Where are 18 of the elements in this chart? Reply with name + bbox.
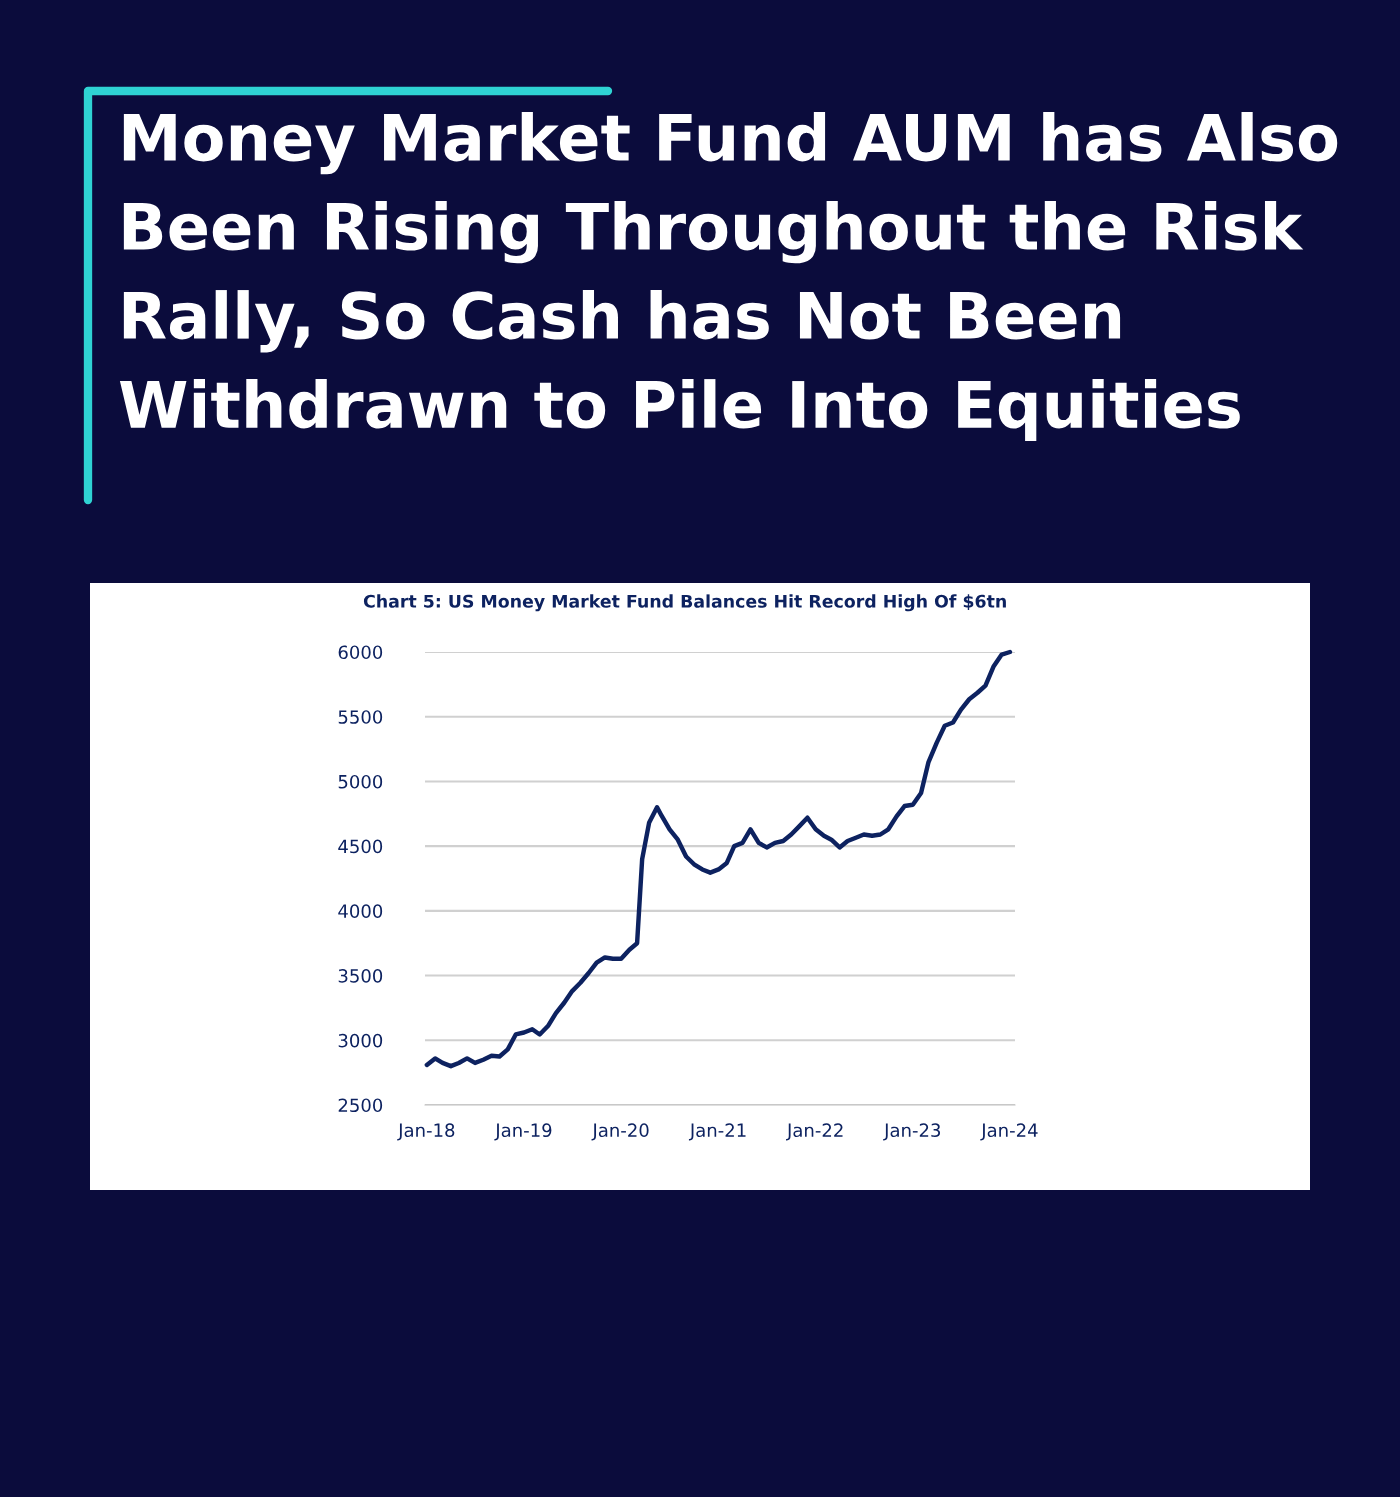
x-tick-label: Jan-22 — [786, 1123, 843, 1141]
x-tick-label: Jan-23 — [883, 1123, 941, 1141]
y-tick-label: 4000 — [338, 904, 383, 918]
y-tick-label: 3000 — [338, 1033, 383, 1048]
x-tick-label: Jan-21 — [688, 1123, 746, 1141]
chart-title: Money Market Fund AUM has Also Been Rising Throughout the Risk Rally, So Cash has Not Been Withdrawn to Pile Into Equities — [119, 112, 1338, 441]
x-tick-label: Jan-19 — [494, 1123, 552, 1141]
y-tick-label: 4500 — [338, 839, 383, 854]
line-series — [424, 649, 1013, 1069]
y-tick-label: 6000 — [338, 645, 383, 660]
y-tick-label: 5000 — [338, 774, 383, 789]
x-tick-label: Jan-18 — [397, 1123, 455, 1141]
y-tick-label: 3500 — [338, 969, 383, 983]
y-tick-label: 5500 — [338, 710, 383, 724]
y-tick-label: 2500 — [338, 1098, 383, 1113]
x-tick-label: Jan-24 — [980, 1123, 1038, 1141]
x-tick-label: Jan-20 — [591, 1123, 649, 1141]
chart-subtitle: Chart 5: US Money Market Fund Balances Hit Record High Of $6tn — [363, 594, 1006, 612]
